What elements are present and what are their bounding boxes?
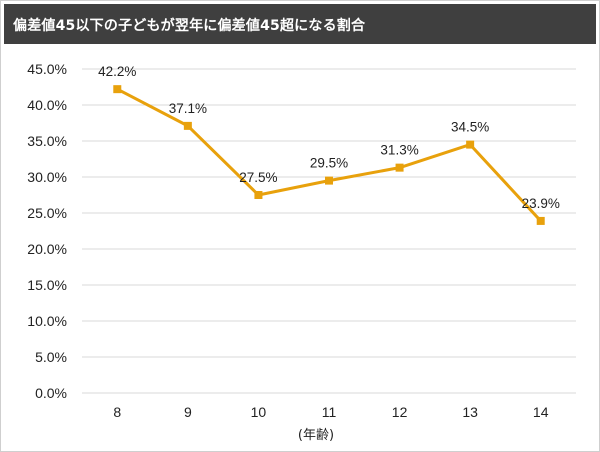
y-tick-label: 40.0% bbox=[27, 97, 67, 113]
data-label: 27.5% bbox=[239, 170, 277, 185]
y-tick-label: 10.0% bbox=[27, 313, 67, 329]
x-tick-label: 8 bbox=[113, 404, 121, 420]
y-tick-label: 30.0% bbox=[27, 169, 67, 185]
title-bar: 偏差値45以下の子どもが翌年に偏差値45超になる割合 bbox=[4, 4, 596, 44]
data-label: 34.5% bbox=[451, 120, 489, 135]
x-tick-label: 11 bbox=[322, 404, 337, 420]
data-point-marker bbox=[536, 216, 545, 225]
data-point-marker bbox=[254, 191, 263, 199]
x-tick-label: 14 bbox=[533, 404, 549, 420]
chart-title: 偏差値45以下の子どもが翌年に偏差値45超になる割合 bbox=[13, 18, 366, 34]
data-point-marker bbox=[113, 85, 122, 94]
data-label: 37.1% bbox=[169, 101, 207, 116]
y-tick-label: 0.0% bbox=[35, 385, 67, 401]
data-point-marker bbox=[183, 121, 192, 130]
y-tick-label: 5.0% bbox=[35, 349, 67, 365]
y-tick-label: 15.0% bbox=[27, 277, 67, 293]
x-axis-label: (年齢) bbox=[298, 428, 334, 443]
data-label: 31.3% bbox=[380, 143, 418, 158]
x-tick-label: 13 bbox=[462, 404, 478, 420]
y-tick-label: 35.0% bbox=[27, 133, 67, 149]
y-tick-label: 20.0% bbox=[27, 241, 67, 257]
y-tick-label: 25.0% bbox=[27, 205, 67, 221]
data-label: 29.5% bbox=[310, 156, 348, 171]
data-point-marker bbox=[325, 176, 333, 185]
data-label: 23.9% bbox=[522, 196, 560, 211]
data-point-marker bbox=[395, 163, 404, 172]
x-tick-label: 9 bbox=[184, 404, 192, 420]
data-point-marker bbox=[466, 140, 475, 149]
data-label: 42.2% bbox=[98, 64, 136, 79]
x-tick-label: 10 bbox=[251, 404, 267, 420]
x-tick-label: 12 bbox=[392, 404, 408, 420]
y-tick-label: 45.0% bbox=[27, 61, 67, 77]
